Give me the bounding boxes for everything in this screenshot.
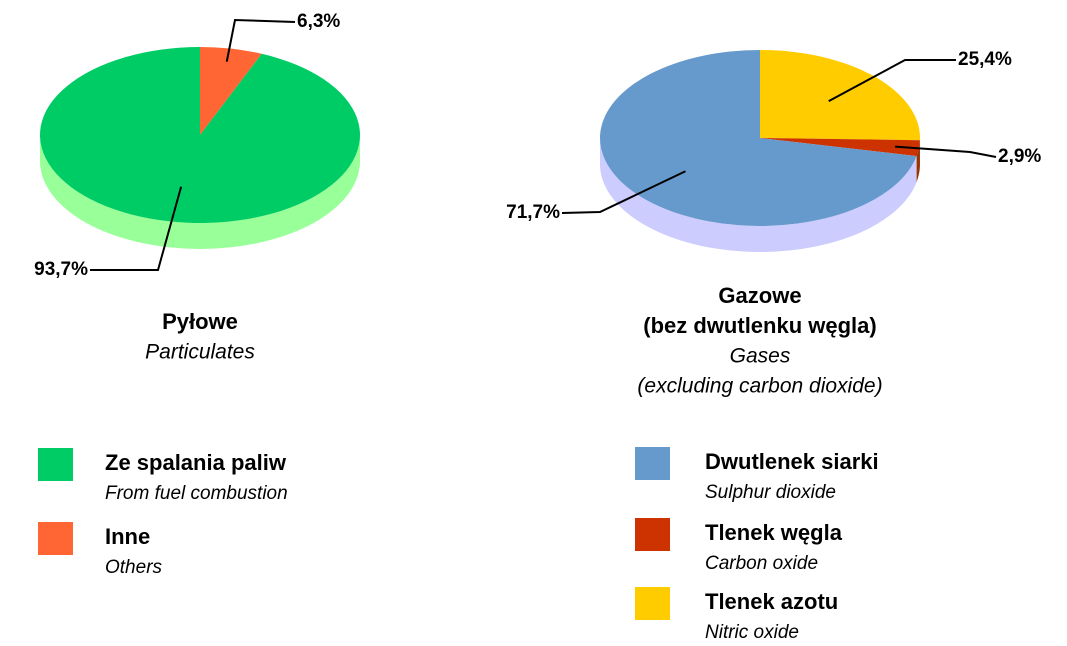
- legend-label: Dwutlenek siarki: [705, 449, 879, 474]
- legend-label: Tlenek azotu: [705, 589, 838, 614]
- legend-translation: Others: [105, 557, 163, 578]
- pie-side: [916, 140, 920, 183]
- legend-translation: From fuel combustion: [105, 483, 288, 504]
- leader-line: [561, 170, 686, 214]
- pie-slice: [40, 47, 360, 223]
- leader-line: [895, 145, 997, 158]
- chart-subtitle: (excluding carbon dioxide): [637, 375, 882, 398]
- legend-swatch: [635, 518, 670, 551]
- pie-slice: [200, 47, 262, 135]
- leader-line: [90, 186, 183, 271]
- value-label: 71,7%: [506, 202, 560, 223]
- legend-swatch: [635, 587, 670, 620]
- legend-translation: Carbon oxide: [705, 553, 818, 574]
- legend-translation: Sulphur dioxide: [705, 482, 836, 503]
- chart-title: Pyłowe: [162, 309, 238, 334]
- value-label: 93,7%: [34, 259, 88, 280]
- chart-subtitle: Gases: [730, 345, 791, 368]
- pie-slice: [600, 50, 917, 227]
- pie-side: [40, 135, 360, 249]
- value-label: 6,3%: [297, 11, 340, 32]
- legend-label: Inne: [105, 524, 150, 549]
- leader-line: [828, 59, 956, 103]
- legend-swatch: [635, 447, 670, 480]
- pie-slice: [760, 138, 920, 157]
- chart-title: (bez dwutlenku węgla): [643, 313, 876, 338]
- chart-title: Gazowe: [718, 283, 801, 308]
- legend-swatch: [38, 448, 73, 481]
- value-label: 2,9%: [998, 146, 1041, 167]
- leader-line: [225, 18, 296, 62]
- value-label: 25,4%: [958, 49, 1012, 70]
- legend-translation: Nitric oxide: [705, 622, 799, 643]
- legend-label: Tlenek węgla: [705, 520, 843, 545]
- legend-label: Ze spalania paliw: [105, 450, 287, 475]
- chart-subtitle: Particulates: [145, 341, 255, 364]
- pie-side: [600, 138, 917, 252]
- legend-swatch: [38, 522, 73, 555]
